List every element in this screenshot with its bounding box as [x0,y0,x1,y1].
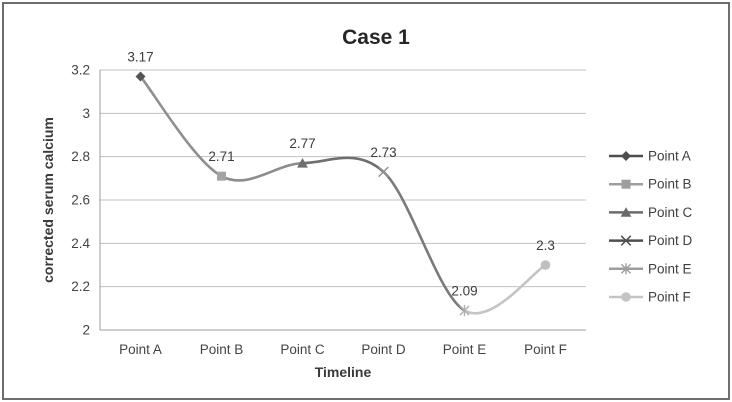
legend-item: Point C [609,205,693,220]
data-label: 2.73 [370,145,396,160]
series-curve [139,75,547,315]
legend-diamond-marker [621,151,631,161]
series-line-segment [301,156,385,174]
y-tick-label: 2 [82,323,90,338]
x-tick-label: Point A [119,342,162,357]
x-tick-label: Point F [524,342,567,357]
point-triangle-marker [297,157,308,168]
y-tick-label: 2.8 [71,149,90,164]
series-line-segment [220,161,304,182]
x-axis-title: Timeline [315,364,372,380]
point-square-marker [217,171,226,181]
legend-label: Point C [648,205,693,220]
data-label: 2.77 [289,136,315,151]
chart-svg: 3.17 2.71 2.77 2.73 2.09 2.3 3.2 3 2.8 2.6 2.4 2.2… [40,26,693,380]
legend-item: Point F [609,290,691,305]
point-asterisk-marker [459,304,470,317]
point-circle-marker [540,260,551,270]
point-x-marker [378,166,389,178]
x-tick-label: Point C [280,342,325,357]
legend-item: Point E [609,261,692,276]
series-line-segment [463,263,547,315]
y-tick-label: 3 [82,106,90,121]
legend-label: Point F [648,290,691,305]
y-tick-labels: 3.2 3 2.8 2.6 2.4 2.2 2 [71,63,90,338]
legend-triangle-marker [620,207,632,217]
y-axis-title: corrected serum calcium [40,117,56,283]
chart-title: Case 1 [342,26,410,49]
x-tick-labels: Point A Point B Point C Point D Point E Point… [119,342,567,357]
data-label: 2.09 [451,284,477,299]
x-tick-label: Point E [443,342,487,357]
y-tick-label: 2.4 [71,236,90,251]
legend-square-marker [621,179,631,189]
legend-label: Point E [648,261,692,276]
legend-item: Point B [609,177,692,192]
y-tick-label: 3.2 [71,63,90,78]
data-label: 2.71 [208,149,234,164]
legend-label: Point A [648,149,691,164]
legend-asterisk-marker [620,263,632,275]
x-tick-label: Point B [200,342,244,357]
legend-label: Point D [648,233,693,248]
gridlines [100,69,586,331]
series-markers [135,71,551,317]
point-diamond-marker [135,71,146,82]
data-label: 3.17 [127,50,153,65]
series-line-segment [382,170,466,312]
legend: Point A Point B Point C Point D Point E Point… [609,149,693,305]
y-tick-label: 2.6 [71,193,90,208]
legend-item: Point A [609,149,691,164]
legend-x-marker [620,235,632,246]
y-tick-label: 2.2 [71,279,90,294]
legend-label: Point B [648,177,692,192]
data-labels: 3.17 2.71 2.77 2.73 2.09 2.3 [127,50,555,299]
data-label: 2.3 [536,238,555,253]
x-tick-label: Point D [361,342,406,357]
legend-circle-marker [621,292,631,302]
legend-item: Point D [609,233,693,248]
series-line-segment [139,75,223,178]
